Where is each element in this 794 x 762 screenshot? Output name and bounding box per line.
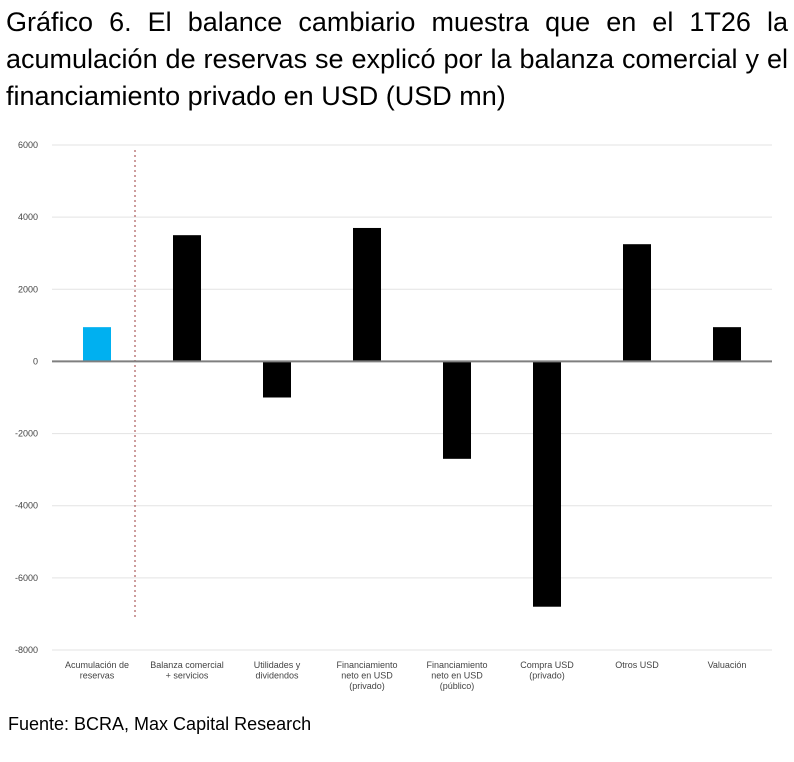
bar-chart: 6000 4000 2000 0 -2000 -4000 -6000 -8000 Acumul… (15, 140, 772, 691)
chart-title: Gráfico 6. El balance cambiario muestra … (6, 7, 788, 111)
bars (83, 227, 741, 607)
y-tick-label: -8000 (15, 645, 38, 655)
bar (623, 244, 651, 362)
source-note: Fuente: BCRA, Max Capital Research (8, 714, 312, 734)
y-tick-label: -4000 (15, 501, 38, 511)
y-tick-label: -2000 (15, 429, 38, 439)
bar (173, 235, 201, 362)
y-tick-label: 4000 (18, 212, 38, 222)
x-category-label: Financiamiento neto en USD (público) (426, 660, 487, 691)
x-category-label: Valuación (708, 660, 747, 670)
gridlines (52, 144, 772, 651)
bar (83, 327, 111, 362)
x-category-label: Balanza comercial + servicios (150, 660, 224, 681)
y-tick-label: 0 (33, 356, 38, 366)
bar (533, 361, 561, 607)
x-category-label: Compra USD (privado) (520, 660, 574, 681)
x-category-label: Acumulación de reservas (65, 660, 129, 681)
x-category-label: Otros USD (615, 660, 659, 670)
x-axis-category-labels: Acumulación de reservas Balanza comercial +… (65, 660, 746, 691)
y-tick-label: -6000 (15, 573, 38, 583)
y-axis-tick-labels: 6000 4000 2000 0 -2000 -4000 -6000 -8000 (15, 140, 38, 655)
y-tick-label: 6000 (18, 140, 38, 150)
bar (713, 327, 741, 362)
bar (263, 361, 291, 398)
bar (353, 227, 381, 362)
x-category-label: Utilidades y dividendos (254, 660, 301, 681)
x-category-label: Financiamiento neto en USD (privado) (336, 660, 397, 691)
bar (443, 361, 471, 459)
y-tick-label: 2000 (18, 284, 38, 294)
